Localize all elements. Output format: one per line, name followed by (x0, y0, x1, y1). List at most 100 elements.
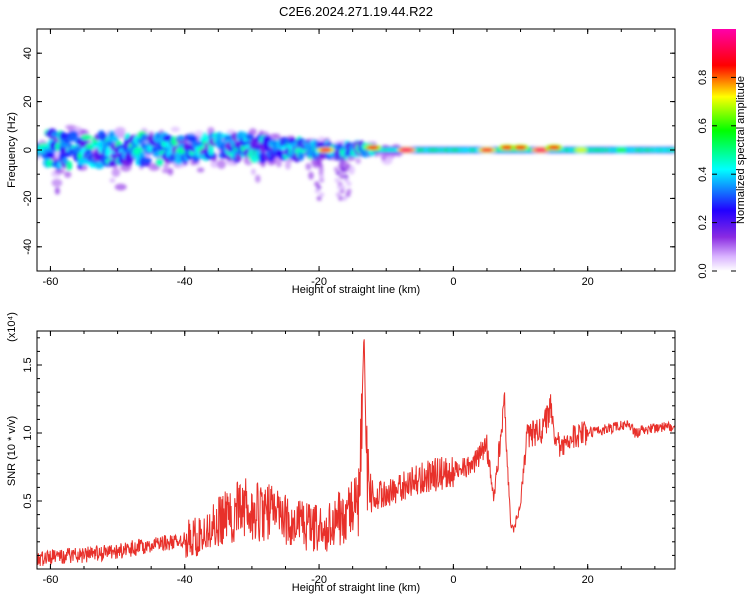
bottom-x-axis: -60 -40 -20 0 20 (42, 331, 656, 586)
heat-cell (250, 137, 258, 148)
heat-cell (275, 158, 282, 168)
x-tick-label: -60 (42, 276, 58, 288)
y-tick-label: 20 (22, 95, 34, 107)
heat-cell (340, 185, 346, 191)
heat-cell (335, 192, 341, 198)
heat-cell (176, 135, 186, 142)
heat-peak (548, 145, 561, 150)
heat-cell (114, 183, 127, 191)
x-tick-label: 0 (450, 574, 456, 586)
heat-cell (217, 159, 226, 170)
heat-cell (340, 170, 346, 176)
heat-cell (51, 178, 63, 187)
x-tick-label: -20 (311, 276, 327, 288)
heat-peak (514, 145, 527, 150)
colorbar-tick-label: 0.6 (697, 118, 709, 133)
heat-cell (59, 131, 67, 142)
heat-cell (68, 130, 79, 140)
heat-cell (244, 160, 253, 166)
y-tick-label: 0.5 (22, 493, 34, 508)
heat-peak (615, 148, 628, 152)
heat-cell (345, 163, 351, 169)
heat-cell (343, 174, 349, 180)
heat-cell (334, 155, 340, 161)
x-tick-label: -60 (42, 574, 58, 586)
bottom-y-axis: 0.5 1.0 1.5 (22, 337, 675, 556)
heat-cell (208, 145, 214, 156)
x-tick-label: -20 (311, 574, 327, 586)
heat-cell (319, 177, 325, 183)
heat-cell (346, 188, 352, 194)
heat-cell (141, 157, 152, 164)
heat-cell (80, 134, 92, 141)
heat-cell (355, 157, 361, 164)
heat-cell (94, 161, 105, 170)
heat-cell (285, 160, 291, 170)
heat-cell (196, 167, 205, 173)
heat-cell (319, 192, 325, 198)
heat-cell (333, 166, 339, 172)
colorbar: 0.0 0.2 0.4 0.6 0.8 Normalized spectral ampl… (697, 29, 747, 279)
heat-cell (44, 151, 55, 159)
heat-cell (314, 181, 320, 187)
y-tick-label: 1.0 (22, 425, 34, 440)
heat-cell (338, 195, 344, 201)
heat-peak (366, 145, 379, 150)
x-tick-label: 20 (582, 276, 594, 288)
snr-panel: -60 -40 -20 0 20 0.5 1.0 1.5 Height of straigh… (6, 312, 676, 594)
y-tick-label: 1.5 (22, 357, 34, 372)
x-tick-label: 0 (450, 276, 456, 288)
top-x-axis-label: Height of straight line (km) (292, 284, 420, 296)
heat-cell (105, 146, 111, 157)
bottom-plot-frame (36, 330, 676, 570)
heat-peak (319, 148, 332, 152)
colorbar-tick-label: 0.0 (697, 263, 709, 278)
heat-cell (308, 171, 314, 180)
y-tick-label: 40 (22, 47, 34, 59)
heat-peak (534, 148, 547, 152)
heat-cell (262, 135, 272, 143)
spectrogram-heatmap (37, 124, 675, 201)
spectrogram-panel: -60 -40 -20 0 20 -40 -20 0 20 40 Height of strai… (6, 28, 747, 296)
heat-peak (501, 145, 514, 150)
y-tick-label: -40 (22, 239, 34, 255)
heat-cell (319, 151, 326, 160)
bottom-y-axis-label: SNR (10 * v/v) (6, 416, 18, 486)
bottom-x-axis-label: Height of straight line (km) (292, 582, 420, 594)
heat-cell (340, 155, 346, 161)
heat-cell (316, 195, 322, 201)
heat-cell (251, 168, 256, 175)
chart-title: C2E6.2024.271.19.44.R22 (279, 4, 433, 19)
colorbar-tick-label: 0.8 (697, 70, 709, 85)
heat-cell (206, 151, 216, 160)
colorbar-tick-label: 0.2 (697, 215, 709, 230)
colorbar-label: Normalized spectral amplitude (735, 76, 747, 224)
top-x-axis: -60 -40 -20 0 20 (42, 29, 656, 288)
heat-cell (342, 195, 348, 201)
heat-cell (161, 168, 174, 174)
x-tick-label: 20 (582, 574, 594, 586)
heat-cell (337, 181, 343, 187)
heat-cell (54, 169, 65, 174)
heat-cell (318, 170, 324, 176)
top-y-axis-label: Frequency (Hz) (6, 112, 18, 188)
heat-cell (334, 177, 340, 183)
heat-cell (316, 159, 322, 165)
heat-cell (170, 126, 180, 133)
heat-cell (231, 132, 238, 142)
heat-cell (54, 187, 60, 195)
heat-peak (574, 148, 587, 152)
colorbar-tick-label: 0.4 (697, 167, 709, 182)
heat-cell (62, 157, 68, 165)
heat-cell (343, 177, 349, 183)
heat-cell (64, 171, 72, 178)
heat-cell (66, 160, 73, 171)
colorbar-gradient (712, 29, 736, 271)
heat-peak (400, 148, 413, 152)
heat-cell (255, 174, 261, 183)
heat-cell (346, 181, 352, 187)
heat-cell (305, 163, 312, 171)
heat-cell (348, 165, 355, 175)
y-tick-label: -20 (22, 190, 34, 206)
